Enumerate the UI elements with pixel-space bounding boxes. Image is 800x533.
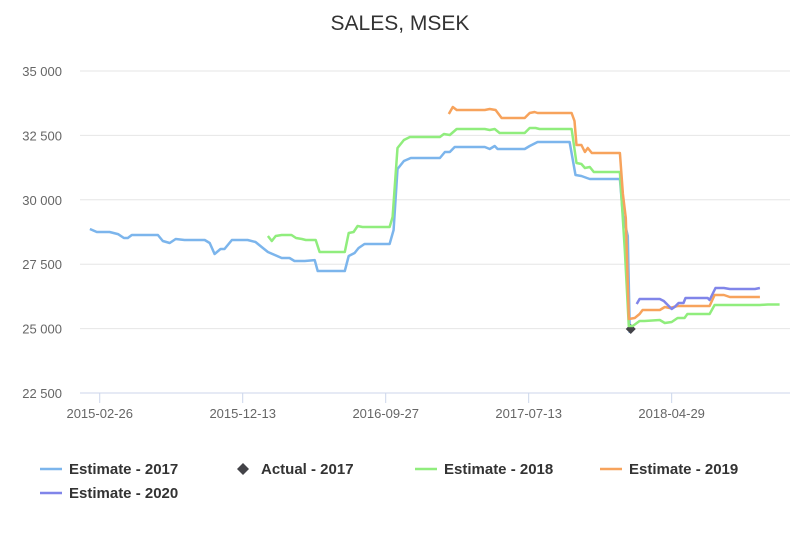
legend-item[interactable]: Actual - 2017 (237, 461, 354, 478)
series-estimate-2020-line[interactable] (635, 286, 761, 311)
y-tick-label: 30 000 (22, 193, 62, 208)
legend-item[interactable]: Estimate - 2019 (600, 461, 738, 478)
legend-label: Estimate - 2017 (69, 461, 178, 478)
y-tick-label: 25 000 (22, 322, 62, 337)
legend: Estimate - 2017 Actual - 2017 Estimate - 2… (40, 461, 738, 502)
series-estimate-2017-line[interactable] (89, 140, 632, 334)
x-axis: 2015-02-26 2015-12-13 2016-09-27 2017-07-13… (66, 393, 705, 421)
legend-label: Actual - 2017 (261, 461, 354, 478)
legend-diamond-symbol (237, 463, 249, 475)
y-axis-ticks: 22 500 25 000 27 500 30 000 32 500 35 000 (22, 64, 62, 401)
y-tick-label: 32 500 (22, 128, 62, 143)
chart-title: SALES, MSEK (331, 12, 470, 35)
legend-item[interactable]: Estimate - 2020 (40, 485, 178, 502)
y-tick-label: 22 500 (22, 386, 62, 401)
legend-label: Estimate - 2018 (444, 461, 553, 478)
series-group (89, 105, 780, 335)
gridlines (80, 70, 790, 394)
legend-label: Estimate - 2020 (69, 485, 178, 502)
y-tick-label: 35 000 (22, 64, 62, 79)
legend-item[interactable]: Estimate - 2018 (415, 461, 553, 478)
x-tick-label: 2017-07-13 (495, 406, 562, 421)
legend-item[interactable]: Estimate - 2017 (40, 461, 178, 478)
x-tick-label: 2015-02-26 (66, 406, 133, 421)
x-tick-label: 2016-09-27 (352, 406, 419, 421)
series-estimate-2019-line[interactable] (447, 105, 760, 321)
series-estimate-2018-line[interactable] (266, 126, 780, 328)
y-tick-label: 27 500 (22, 257, 62, 272)
legend-label: Estimate - 2019 (629, 461, 738, 478)
x-tick-label: 2015-12-13 (209, 406, 276, 421)
x-tick-label: 2018-04-29 (638, 406, 705, 421)
